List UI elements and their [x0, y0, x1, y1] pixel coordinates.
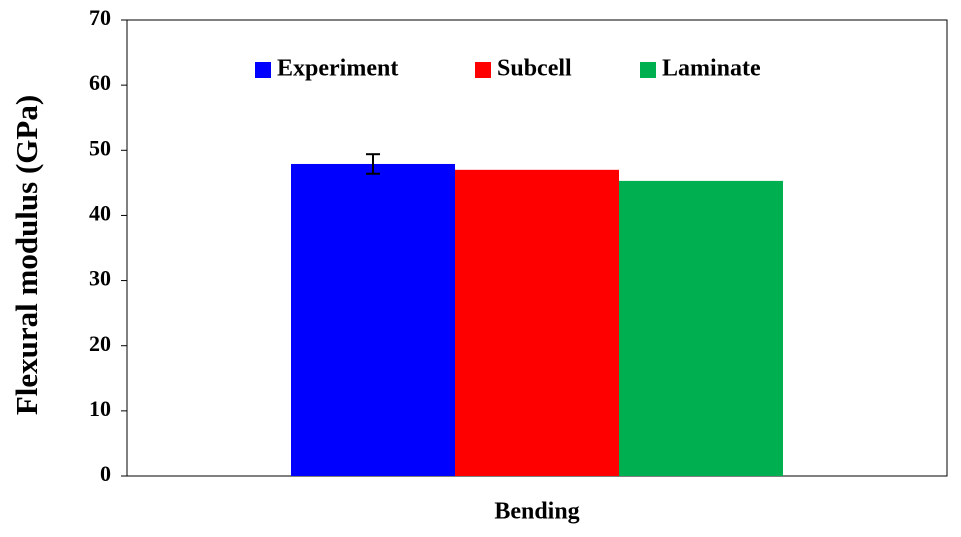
bar	[291, 163, 455, 477]
y-tick-label: 40	[89, 200, 111, 225]
y-tick-label: 70	[89, 5, 111, 30]
y-tick-label: 60	[89, 70, 111, 95]
y-tick-label: 20	[89, 331, 111, 356]
y-tick-label: 0	[100, 461, 111, 486]
bar	[455, 169, 619, 477]
y-axis-label: Flexural modulus (GPa)	[9, 95, 44, 415]
legend-swatch	[255, 62, 271, 78]
legend-swatch	[640, 62, 656, 78]
y-tick-label: 50	[89, 135, 111, 160]
y-tick-label: 10	[89, 396, 111, 421]
bar	[619, 180, 783, 476]
legend-label: Laminate	[662, 56, 761, 82]
y-tick-label: 30	[89, 266, 111, 291]
legend-label: Subcell	[497, 56, 572, 82]
error-bar	[366, 153, 380, 175]
x-tick-label: Bending	[494, 499, 579, 525]
legend-swatch	[475, 62, 491, 78]
legend-label: Experiment	[277, 56, 398, 82]
